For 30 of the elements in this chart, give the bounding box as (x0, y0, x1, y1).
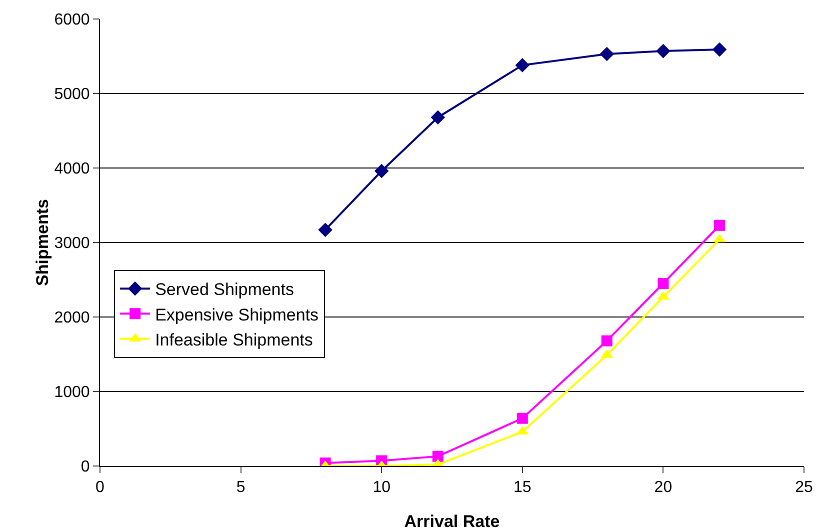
legend-label: Served Shipments (155, 280, 294, 300)
y-tick-label: 4000 (54, 160, 90, 178)
point (516, 412, 528, 424)
y-tick-label: 2000 (54, 310, 90, 327)
point (656, 44, 670, 58)
point (714, 220, 726, 231)
x-tick-label: 20 (654, 479, 672, 496)
y-tick-label: 3000 (54, 235, 90, 252)
x-tick-label: 15 (514, 479, 532, 496)
point (600, 46, 614, 62)
point (432, 450, 444, 462)
point (430, 110, 446, 124)
x-tick-label: 25 (795, 479, 813, 496)
point (712, 42, 727, 57)
y-tick-label: 0 (80, 458, 90, 476)
y-axis-title: Shipments (33, 199, 52, 286)
y-tick-label: 6000 (54, 12, 90, 29)
legend-label: Infeasible Shipments (155, 330, 313, 350)
point (601, 335, 612, 346)
x-tick-label: 0 (96, 479, 105, 496)
y-tick-label: 1000 (54, 384, 90, 402)
point (318, 222, 332, 237)
x-tick-label: 10 (372, 479, 391, 496)
point (515, 58, 530, 72)
legend-label: Expensive Shipments (155, 305, 319, 324)
y-tick-label: 5000 (54, 86, 90, 104)
x-tick-label: 5 (236, 479, 246, 496)
x-axis-title: Arrival Rate (404, 512, 500, 531)
point (374, 164, 389, 178)
point (658, 278, 669, 289)
